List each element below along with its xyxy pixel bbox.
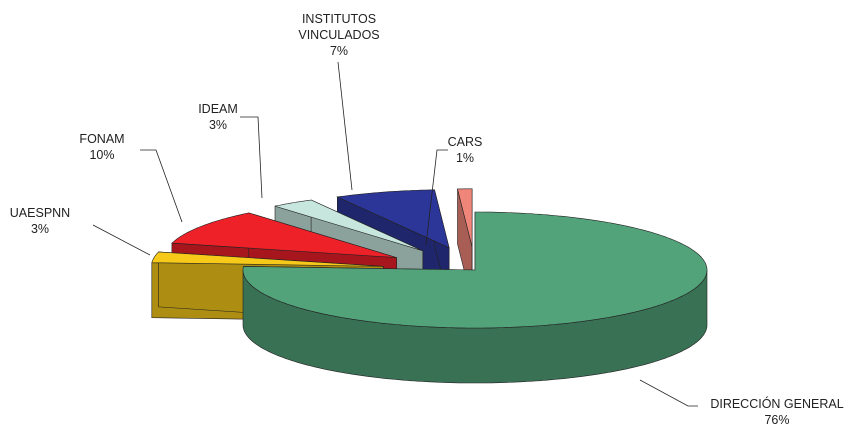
slice: [457, 188, 473, 247]
leader-line: [425, 149, 448, 246]
leader-line: [92, 224, 151, 256]
slice-value-label: 3%: [30, 222, 50, 236]
slice-label: CARS: [447, 135, 483, 149]
slice-value-label: 7%: [329, 44, 349, 58]
leader-line: [639, 379, 698, 407]
leader-line: [337, 61, 353, 191]
slice-label: INSTITUTOS VINCULADOS: [298, 12, 380, 42]
slice: [171, 212, 397, 258]
slice-label: IDEAM: [198, 102, 238, 116]
slice-label: DIRECCIÓN GENERAL: [710, 397, 844, 411]
slice-value-label: 76%: [764, 413, 790, 424]
slice-value-label: 1%: [455, 151, 475, 165]
slice-value-label: 3%: [208, 118, 228, 132]
slice-label: FONAM: [79, 132, 125, 146]
slice: [274, 199, 423, 252]
slice: [336, 189, 450, 249]
slice-value-label: 10%: [89, 148, 115, 162]
leader-line: [240, 116, 263, 199]
slice-label: UAESPNN: [9, 206, 71, 220]
slice: [242, 211, 708, 329]
slice: [151, 251, 384, 267]
leader-line: [140, 149, 183, 223]
